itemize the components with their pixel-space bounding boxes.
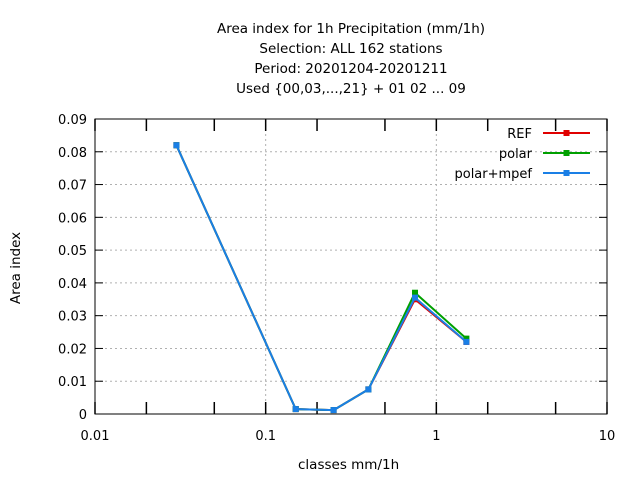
legend-label: REF: [507, 127, 532, 142]
legend-label: polar: [499, 147, 533, 162]
title-line-4: Used {00,03,...,21} + 01 02 ... 09: [236, 81, 466, 97]
y-tick-label: 0: [79, 408, 87, 423]
series-point-2: [173, 142, 180, 149]
series-lines: [173, 142, 470, 414]
series-point-1: [412, 289, 419, 296]
y-tick-label: 0.04: [58, 277, 87, 292]
legend: REF polar polar+mpef: [454, 127, 590, 182]
x-tick-label: 1: [432, 429, 440, 444]
legend-marker: [563, 170, 570, 176]
y-tick-label: 0.01: [58, 375, 87, 390]
legend-label: polar+mpef: [454, 167, 532, 182]
x-tick-label: 10: [599, 429, 616, 444]
y-tick-label: 0.03: [58, 310, 87, 325]
y-tick-label: 0.06: [58, 211, 87, 226]
series-point-2: [292, 406, 299, 413]
y-tick-label: 0.08: [58, 146, 87, 161]
y-tick-label: 0.05: [58, 244, 87, 259]
tick-labels: 0 0.01 0.02 0.03 0.04 0.05 0.06 0.07 0.08 0.09 0.0…: [58, 113, 615, 444]
series-line-2: [175, 144, 468, 412]
legend-marker: [563, 150, 570, 156]
title-line-3: Period: 20201204-20201211: [254, 61, 448, 77]
x-axis-label: classes mm/1h: [298, 457, 400, 473]
y-axis-label: Area index: [8, 231, 25, 305]
series-point-2: [330, 407, 337, 414]
title-line-1: Area index for 1h Precipitation (mm/1h): [216, 21, 486, 37]
series-point-1: [463, 335, 470, 342]
x-tick-label: 0.01: [81, 429, 110, 444]
y-tick-label: 0.09: [58, 113, 87, 128]
legend-marker: [563, 130, 570, 136]
plot-frame: [94, 118, 608, 415]
y-tick-label: 0.07: [58, 179, 87, 194]
grid-lines: [95, 119, 607, 414]
axis-ticks: [94, 118, 608, 415]
series-point-2: [365, 386, 372, 393]
x-tick-label: 0.1: [255, 429, 276, 444]
series-point-2: [412, 294, 419, 301]
y-tick-label: 0.02: [58, 342, 87, 357]
title-line-2: Selection: ALL 162 stations: [259, 41, 443, 57]
series-point-2: [463, 338, 470, 345]
